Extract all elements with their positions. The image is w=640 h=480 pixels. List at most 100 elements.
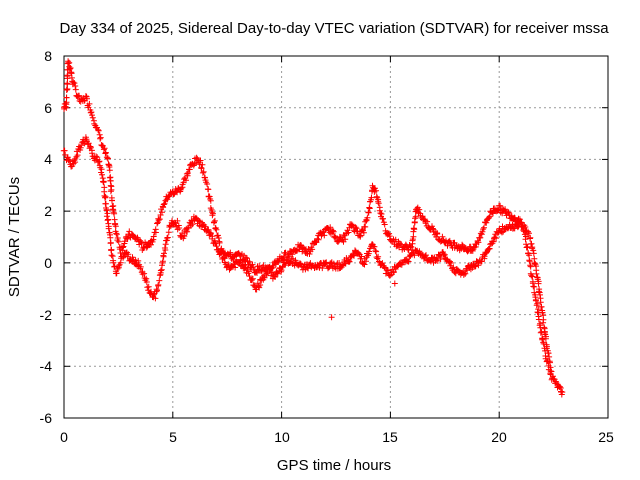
data-point xyxy=(475,239,482,246)
data-point xyxy=(330,228,337,235)
data-point xyxy=(148,288,154,295)
data-point xyxy=(97,134,104,141)
data-point xyxy=(110,259,117,266)
data-point xyxy=(211,237,218,244)
data-point xyxy=(446,239,453,246)
data-point xyxy=(499,229,505,236)
data-point xyxy=(64,72,71,79)
data-point xyxy=(89,114,96,121)
data-point xyxy=(89,150,96,157)
data-point xyxy=(198,165,205,172)
outlier-point xyxy=(328,314,335,321)
data-point xyxy=(469,247,476,254)
data-point xyxy=(199,169,206,176)
data-point xyxy=(145,283,152,290)
data-point xyxy=(88,109,95,116)
x-tick-label: 0 xyxy=(60,429,68,445)
data-point xyxy=(216,239,223,246)
data-point xyxy=(104,210,111,217)
data-point xyxy=(124,235,131,242)
data-point xyxy=(479,228,486,235)
data-point xyxy=(378,211,385,217)
data-point xyxy=(100,146,107,153)
data-point xyxy=(125,251,132,258)
data-point xyxy=(345,229,352,236)
data-point xyxy=(108,246,115,253)
data-point xyxy=(529,273,536,280)
data-point xyxy=(72,86,79,93)
data-point xyxy=(278,267,285,274)
data-point xyxy=(441,251,448,258)
data-point xyxy=(105,225,112,232)
data-point xyxy=(89,112,95,119)
data-point xyxy=(480,226,487,233)
data-point xyxy=(224,250,231,257)
data-point xyxy=(103,213,110,220)
data-point xyxy=(540,316,547,323)
data-point xyxy=(200,168,207,175)
data-point xyxy=(199,161,206,168)
data-point xyxy=(515,215,522,222)
data-point xyxy=(63,94,70,101)
data-point xyxy=(375,253,382,260)
data-point xyxy=(108,186,115,193)
data-point xyxy=(357,232,364,239)
data-point xyxy=(360,229,367,236)
data-point xyxy=(323,259,330,266)
data-point xyxy=(459,241,466,248)
data-point xyxy=(257,282,264,288)
y-tick-label: 6 xyxy=(44,100,52,116)
data-point xyxy=(188,222,194,229)
data-point xyxy=(327,224,334,231)
data-point xyxy=(366,248,373,255)
data-point xyxy=(472,262,479,269)
data-point xyxy=(331,234,338,241)
data-point xyxy=(114,265,121,272)
data-point xyxy=(362,223,369,230)
axis-ticks xyxy=(63,55,609,419)
data-point xyxy=(483,219,490,226)
y-tick-label: -6 xyxy=(40,410,53,426)
data-point xyxy=(65,156,72,163)
data-point xyxy=(150,291,157,298)
data-point xyxy=(98,166,105,173)
data-point xyxy=(64,154,71,161)
data-point xyxy=(150,233,157,240)
data-point xyxy=(319,265,326,272)
data-point xyxy=(157,267,164,274)
data-point xyxy=(204,181,211,187)
data-point xyxy=(365,209,372,216)
data-point xyxy=(135,257,142,264)
data-point xyxy=(215,232,221,239)
data-point xyxy=(486,245,493,252)
data-point xyxy=(154,220,161,227)
outlier-point xyxy=(391,280,398,287)
data-point xyxy=(115,238,122,245)
data-point xyxy=(220,254,227,261)
data-point xyxy=(440,250,447,257)
data-point xyxy=(539,309,546,316)
data-point xyxy=(342,236,349,243)
data-point xyxy=(137,263,144,270)
plot-frame xyxy=(63,55,609,419)
data-point xyxy=(74,152,81,159)
data-point xyxy=(174,226,181,233)
data-point xyxy=(434,231,441,237)
data-point xyxy=(296,246,302,253)
data-point xyxy=(95,127,102,134)
data-point xyxy=(72,83,79,89)
data-point xyxy=(486,214,493,221)
x-tick-label: 20 xyxy=(491,429,507,445)
data-point xyxy=(162,247,169,253)
data-point xyxy=(371,243,378,250)
data-point xyxy=(416,206,423,213)
data-point xyxy=(380,215,386,222)
data-point xyxy=(86,100,93,107)
data-point xyxy=(368,194,375,201)
data-point xyxy=(109,197,115,204)
data-point xyxy=(103,206,110,213)
data-point xyxy=(217,249,224,256)
data-point xyxy=(462,270,469,277)
data-point xyxy=(213,226,220,233)
data-point xyxy=(497,202,504,209)
